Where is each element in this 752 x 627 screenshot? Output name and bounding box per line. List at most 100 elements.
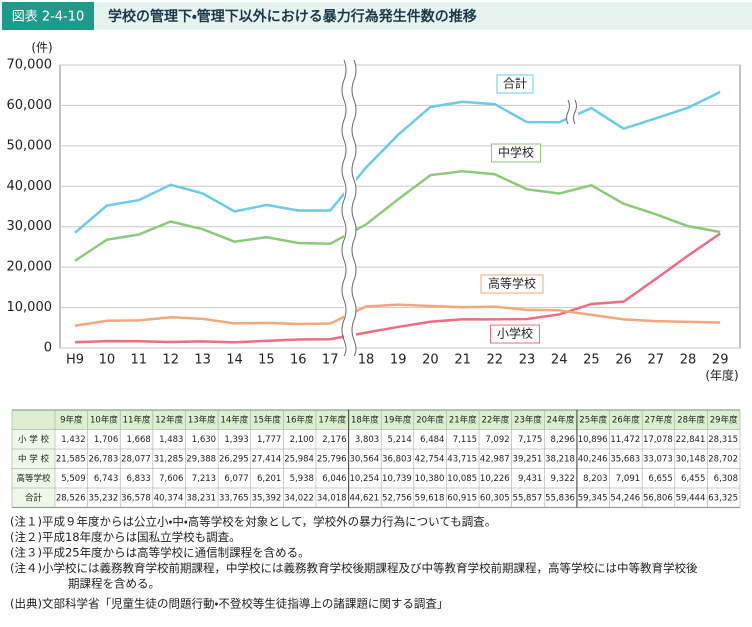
note: (注４)小学校には義務教育学校前期課程，中学校には義務教育学校後期課程及び中等教… [10, 561, 698, 575]
x-tick-label: 25 [583, 353, 600, 368]
table-cell: 59,444 [676, 493, 706, 503]
table-cell: 9,431 [518, 474, 542, 484]
table-cell: 6,655 [648, 474, 672, 484]
table-cell: 27,414 [252, 454, 282, 464]
table-column-header: 19年度 [384, 414, 412, 425]
table-cell: 34,022 [284, 493, 314, 503]
table-cell: 63,325 [708, 493, 738, 503]
table-cell: 36,803 [382, 454, 412, 464]
table-cell: 42,754 [415, 454, 445, 464]
table-column-header: 13年度 [188, 414, 216, 425]
table-cell: 40,246 [578, 454, 608, 464]
table-cell: 31,285 [154, 454, 184, 464]
table-column-header: 16年度 [286, 414, 314, 425]
table-cell: 60,305 [480, 493, 510, 503]
table-cell: 1,630 [192, 435, 216, 445]
table-cell: 10,380 [415, 474, 445, 484]
table-cell: 33,073 [643, 454, 673, 464]
series-label-box [490, 324, 540, 344]
table-cell: 6,201 [257, 474, 281, 484]
table-cell: 52,756 [382, 493, 412, 503]
table-column-header: 21年度 [449, 414, 477, 425]
table-cell: 8,296 [551, 435, 575, 445]
table-cell: 59,345 [578, 493, 608, 503]
table-cell: 28,077 [121, 454, 151, 464]
table-cell: 10,226 [480, 474, 510, 484]
table-cell: 42,987 [480, 454, 510, 464]
table-cell: 30,564 [349, 454, 379, 464]
x-tick-label: 18 [358, 353, 375, 368]
table-cell: 59,618 [415, 493, 445, 503]
table-cell: 6,484 [420, 435, 444, 445]
x-tick-label: 26 [615, 353, 632, 368]
table-column-header: 11年度 [123, 414, 151, 425]
x-tick-label: 23 [519, 353, 536, 368]
table-column-header: 18年度 [351, 414, 379, 425]
table-cell: 5,938 [290, 474, 314, 484]
table-cell: 1,668 [127, 435, 151, 445]
table-cell: 38,218 [545, 454, 575, 464]
header-bar [0, 2, 752, 30]
y-tick-label: 70,000 [7, 58, 53, 73]
y-tick-label: 20,000 [7, 260, 53, 275]
table-column-header: 29年度 [710, 414, 738, 425]
table-cell: 7,606 [159, 474, 183, 484]
source: (出典)文部科学省「児童生徒の問題行動・不登校等生徒指導上の諸課題に関する調査」 [10, 597, 448, 611]
series-line [74, 90, 721, 234]
x-tick-label: 10 [99, 353, 116, 368]
table-cell: 10,085 [447, 474, 477, 484]
series-label: 合計 [503, 76, 527, 91]
x-unit: (年度) [705, 369, 738, 383]
x-tick-label: 15 [258, 353, 275, 368]
table-cell: 22,841 [676, 435, 706, 445]
table-column-header: 14年度 [220, 414, 248, 425]
table-cell: 28,526 [56, 493, 86, 503]
table-row-label: 高等学校 [16, 473, 51, 484]
table-cell: 7,175 [518, 435, 542, 445]
table-cell: 28,702 [708, 454, 738, 464]
series-label-box [496, 74, 534, 94]
table-cell: 60,915 [447, 493, 477, 503]
table-cell: 7,115 [453, 435, 477, 445]
table-cell: 10,739 [382, 474, 412, 484]
table-column-header: 10年度 [90, 414, 118, 425]
table-cell: 6,308 [714, 474, 738, 484]
series-line [74, 303, 721, 327]
table-cell: 5,214 [387, 435, 411, 445]
series-label: 小学校 [497, 326, 533, 341]
x-tick-label: 24 [551, 353, 568, 368]
table-header-bg [12, 410, 740, 430]
note: (注２)平成18年度からは国私立学校も調査。 [10, 530, 241, 544]
header-label-box [2, 2, 94, 30]
notes: (注１)平成９年度からは公立小・中・高等学校を対象として，学校外の暴力行為につい… [10, 515, 698, 611]
table-cell: 1,706 [94, 435, 118, 445]
x-tick-label: 14 [226, 353, 243, 368]
x-tick-label: 27 [648, 353, 665, 368]
table-cell: 10,896 [578, 435, 608, 445]
table-cell: 35,683 [610, 454, 640, 464]
table-cell: 26,295 [219, 454, 249, 464]
table-cell: 26,783 [88, 454, 118, 464]
table-column-header: 12年度 [155, 414, 183, 425]
table-cell: 28,315 [708, 435, 738, 445]
x-tick-label: 21 [454, 353, 471, 368]
table-row-label: 小 学 校 [18, 434, 49, 445]
table-cell: 38,231 [186, 493, 216, 503]
x-tick-label: 28 [680, 353, 697, 368]
table-column-header: 24年度 [547, 414, 575, 425]
table-cell: 5,509 [61, 474, 85, 484]
x-tick-label: H9 [66, 353, 84, 368]
data-table: 9年度 10年度 11年度 12年度 13年度 14年度 15年度 16年度 17年度 18年度 1… [11, 409, 741, 509]
table-cell: 2,176 [322, 435, 346, 445]
table-cell: 7,091 [616, 474, 640, 484]
x-tick-label: 19 [390, 353, 407, 368]
table-cell: 8,203 [583, 474, 607, 484]
table-cell: 40,374 [154, 493, 184, 503]
y-tick-label: 0 [44, 341, 52, 356]
series-label: 高等学校 [488, 276, 536, 291]
table-column-header: 25年度 [579, 414, 607, 425]
y-tick-label: 40,000 [7, 179, 53, 194]
note: 期課程を含める。 [68, 577, 160, 591]
